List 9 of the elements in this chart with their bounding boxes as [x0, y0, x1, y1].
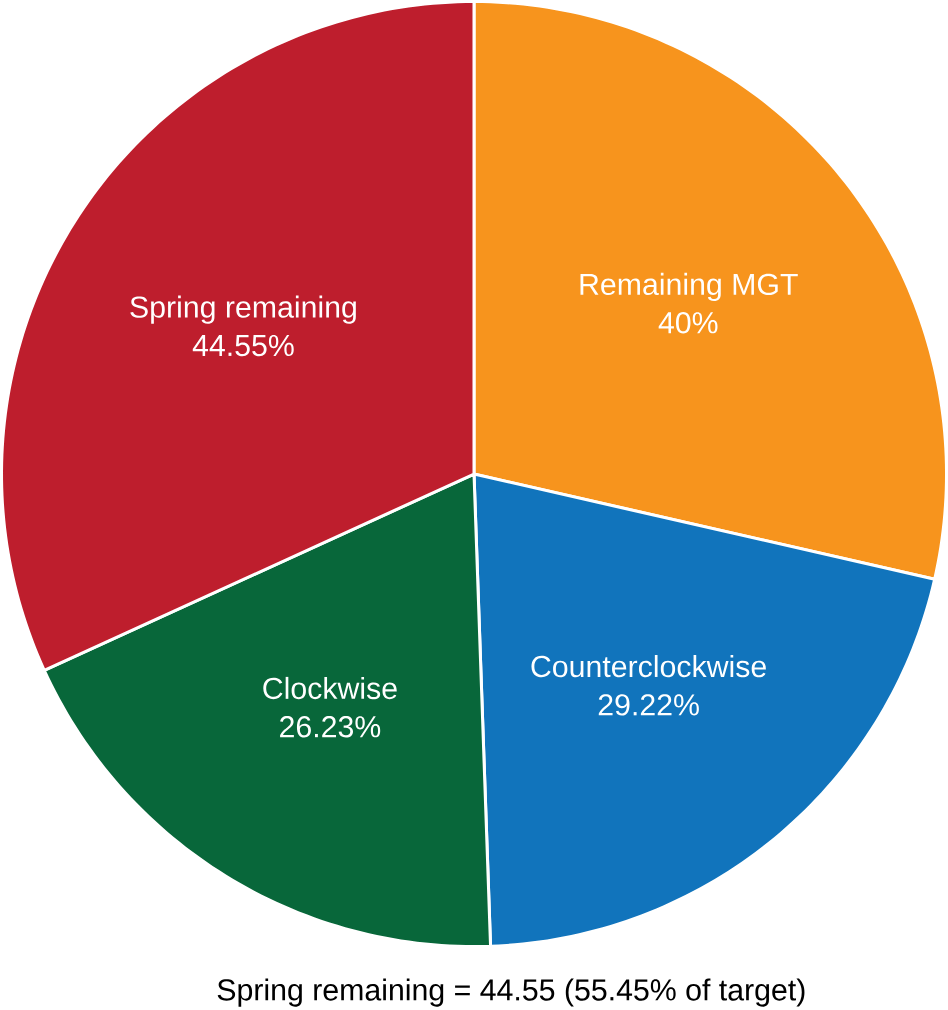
- data-label: 29.22%: [598, 694, 699, 716]
- data-label: 44.55%: [192, 334, 294, 357]
- slice-label: Remaining MGT: [580, 272, 798, 302]
- data-label: 26.23%: [280, 716, 381, 738]
- data-label: 40%: [658, 312, 718, 334]
- slice-label: Clockwise: [263, 676, 397, 700]
- text: Spring remaining = 44.55 (55.45% of target): [217, 978, 805, 1007]
- slice-label: Counterclockwise: [531, 655, 766, 678]
- slice-label: Spring remaining: [130, 295, 356, 324]
